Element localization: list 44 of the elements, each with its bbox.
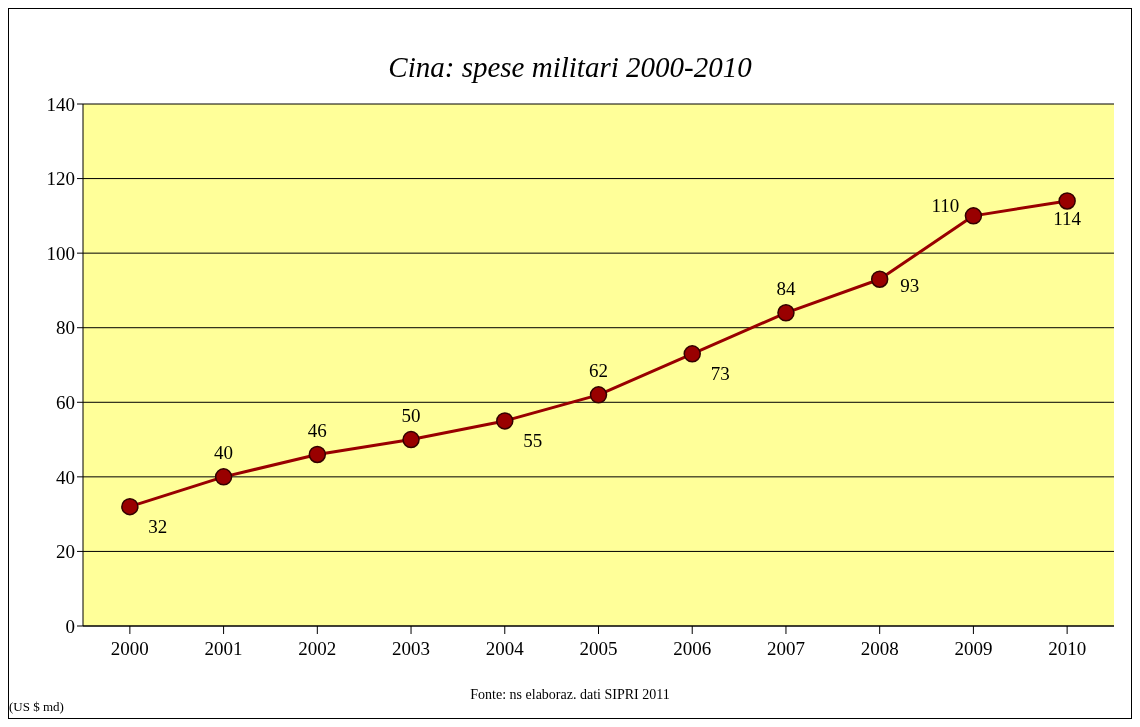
data-label: 110: [931, 195, 960, 217]
point: [870, 270, 889, 288]
data-label: 55: [523, 430, 543, 452]
point: [777, 304, 795, 322]
y-tick-label: 40: [56, 466, 75, 488]
x-tick-label: 2002: [298, 638, 337, 660]
chart-title: Cina: spese militari 2000-2010: [387, 51, 753, 84]
point: [589, 386, 608, 404]
point: [214, 468, 233, 486]
y-tick-label: 0: [65, 615, 75, 637]
x-tick-label: 2008: [860, 638, 899, 660]
x-tick-label: 2006: [673, 638, 712, 660]
x-tick-label: 2005: [579, 638, 618, 660]
point: [683, 345, 701, 363]
point: [308, 445, 327, 464]
point: [496, 412, 514, 430]
x-tick-label: 2010: [1048, 638, 1087, 660]
source-note: Fonte: ns elaboraz. dati SIPRI 2011: [470, 687, 670, 702]
x-tick-label: 2003: [392, 638, 431, 660]
y-tick-label: 60: [56, 392, 75, 414]
data-label: 62: [589, 360, 608, 382]
point: [402, 430, 420, 449]
data-label: 50: [401, 404, 421, 426]
y-tick-label: 140: [46, 93, 75, 115]
y-tick-label: 20: [56, 541, 75, 563]
x-tick-label: 2007: [766, 638, 805, 660]
data-label: 93: [900, 274, 920, 296]
text: (US $ md): [9, 699, 64, 715]
x-tick-label: 2001: [204, 638, 243, 660]
data-label: 84: [776, 278, 796, 300]
point: [121, 497, 139, 516]
y-tick-label: 120: [46, 168, 75, 190]
data-label: 114: [1053, 208, 1082, 230]
data-label: 46: [307, 419, 327, 441]
point: [1058, 192, 1076, 210]
data-label: 40: [214, 442, 234, 464]
x-tick-label: 2000: [110, 638, 149, 660]
point: [964, 207, 983, 225]
y-tick-label: 80: [56, 317, 75, 339]
y-tick-label: 100: [46, 242, 75, 264]
data-label: 73: [710, 363, 730, 385]
x-tick-label: 2004: [485, 638, 525, 660]
data-label: 32: [148, 516, 168, 538]
x-tick-label: 2009: [954, 638, 993, 660]
